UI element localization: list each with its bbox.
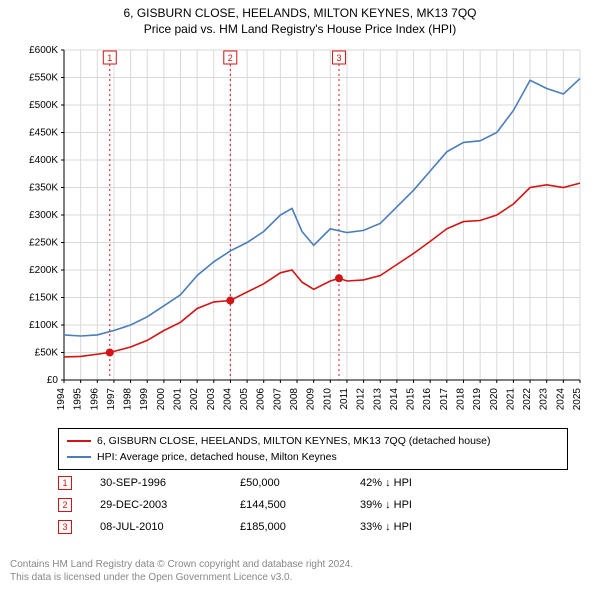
svg-text:2004: 2004 bbox=[222, 388, 233, 411]
svg-text:2023: 2023 bbox=[539, 388, 550, 411]
legend: 6, GISBURN CLOSE, HEELANDS, MILTON KEYNE… bbox=[58, 428, 568, 470]
page-title: 6, GISBURN CLOSE, HEELANDS, MILTON KEYNE… bbox=[0, 6, 600, 20]
svg-text:2007: 2007 bbox=[272, 388, 283, 411]
svg-text:1: 1 bbox=[107, 53, 112, 63]
svg-text:1998: 1998 bbox=[123, 388, 134, 411]
svg-text:2011: 2011 bbox=[339, 388, 350, 410]
sale-price: £144,500 bbox=[240, 499, 360, 511]
svg-text:1997: 1997 bbox=[106, 388, 117, 411]
svg-text:£250K: £250K bbox=[29, 238, 58, 249]
legend-label: 6, GISBURN CLOSE, HEELANDS, MILTON KEYNE… bbox=[97, 435, 491, 447]
legend-label: HPI: Average price, detached house, Milt… bbox=[97, 451, 337, 463]
svg-text:£300K: £300K bbox=[29, 210, 58, 221]
svg-text:2025: 2025 bbox=[572, 388, 583, 411]
sale-hpi-diff: 42% ↓ HPI bbox=[360, 477, 480, 489]
svg-text:2021: 2021 bbox=[505, 388, 516, 411]
sale-date: 30-SEP-1996 bbox=[100, 477, 240, 489]
svg-text:2005: 2005 bbox=[239, 388, 250, 411]
price-chart: £0 £50K £100K £150K £200K £250K £300K £350K £400… bbox=[10, 44, 590, 414]
svg-text:£200K: £200K bbox=[29, 265, 58, 276]
svg-text:£550K: £550K bbox=[29, 73, 58, 84]
sale-hpi-diff: 33% ↓ HPI bbox=[360, 521, 480, 533]
svg-text:2024: 2024 bbox=[555, 388, 566, 411]
svg-text:2017: 2017 bbox=[439, 388, 450, 411]
svg-text:2014: 2014 bbox=[389, 388, 400, 411]
svg-text:2003: 2003 bbox=[206, 388, 217, 411]
sale-marker-badge: 2 bbox=[58, 498, 72, 512]
svg-text:2016: 2016 bbox=[422, 388, 433, 411]
svg-text:2002: 2002 bbox=[189, 388, 200, 411]
table-row: 2 29-DEC-2003 £144,500 39% ↓ HPI bbox=[58, 494, 480, 516]
legend-item: 6, GISBURN CLOSE, HEELANDS, MILTON KEYNE… bbox=[67, 433, 559, 449]
svg-text:£100K: £100K bbox=[29, 320, 58, 331]
svg-text:2: 2 bbox=[228, 53, 233, 63]
legend-swatch bbox=[67, 440, 91, 442]
svg-text:2010: 2010 bbox=[322, 388, 333, 411]
svg-text:2018: 2018 bbox=[455, 388, 466, 411]
attribution: Contains HM Land Registry data © Crown c… bbox=[10, 558, 353, 584]
svg-text:2020: 2020 bbox=[489, 388, 500, 411]
svg-text:2013: 2013 bbox=[372, 388, 383, 411]
attribution-line: This data is licensed under the Open Gov… bbox=[10, 571, 353, 584]
svg-text:£0: £0 bbox=[47, 375, 59, 386]
svg-text:1996: 1996 bbox=[89, 388, 100, 411]
svg-text:1994: 1994 bbox=[56, 388, 67, 411]
svg-text:2008: 2008 bbox=[289, 388, 300, 411]
svg-text:2019: 2019 bbox=[472, 388, 483, 411]
sale-price: £50,000 bbox=[240, 477, 360, 489]
sale-date: 29-DEC-2003 bbox=[100, 499, 240, 511]
svg-text:2012: 2012 bbox=[356, 388, 367, 411]
svg-text:2022: 2022 bbox=[522, 388, 533, 411]
table-row: 1 30-SEP-1996 £50,000 42% ↓ HPI bbox=[58, 472, 480, 494]
sales-table: 1 30-SEP-1996 £50,000 42% ↓ HPI 2 29-DEC… bbox=[58, 472, 480, 538]
sale-price: £185,000 bbox=[240, 521, 360, 533]
svg-text:£500K: £500K bbox=[29, 100, 58, 111]
legend-item: HPI: Average price, detached house, Milt… bbox=[67, 449, 559, 465]
sale-marker-badge: 3 bbox=[58, 520, 72, 534]
table-row: 3 08-JUL-2010 £185,000 33% ↓ HPI bbox=[58, 516, 480, 538]
legend-swatch bbox=[67, 456, 91, 458]
svg-text:£150K: £150K bbox=[29, 293, 58, 304]
svg-text:2001: 2001 bbox=[173, 388, 184, 411]
sale-date: 08-JUL-2010 bbox=[100, 521, 240, 533]
svg-text:2006: 2006 bbox=[256, 388, 267, 411]
svg-text:2009: 2009 bbox=[306, 388, 317, 411]
svg-text:£400K: £400K bbox=[29, 155, 58, 166]
svg-text:1999: 1999 bbox=[139, 388, 150, 411]
svg-text:2000: 2000 bbox=[156, 388, 167, 411]
svg-text:£450K: £450K bbox=[29, 128, 58, 139]
svg-text:£50K: £50K bbox=[35, 348, 59, 359]
svg-text:1995: 1995 bbox=[73, 388, 84, 411]
sale-hpi-diff: 39% ↓ HPI bbox=[360, 499, 480, 511]
attribution-line: Contains HM Land Registry data © Crown c… bbox=[10, 558, 353, 571]
page-subtitle: Price paid vs. HM Land Registry's House … bbox=[0, 22, 600, 36]
svg-text:£350K: £350K bbox=[29, 183, 58, 194]
sale-marker-badge: 1 bbox=[58, 476, 72, 490]
svg-text:£600K: £600K bbox=[29, 45, 58, 56]
svg-text:3: 3 bbox=[336, 53, 341, 63]
svg-text:2015: 2015 bbox=[406, 388, 417, 411]
